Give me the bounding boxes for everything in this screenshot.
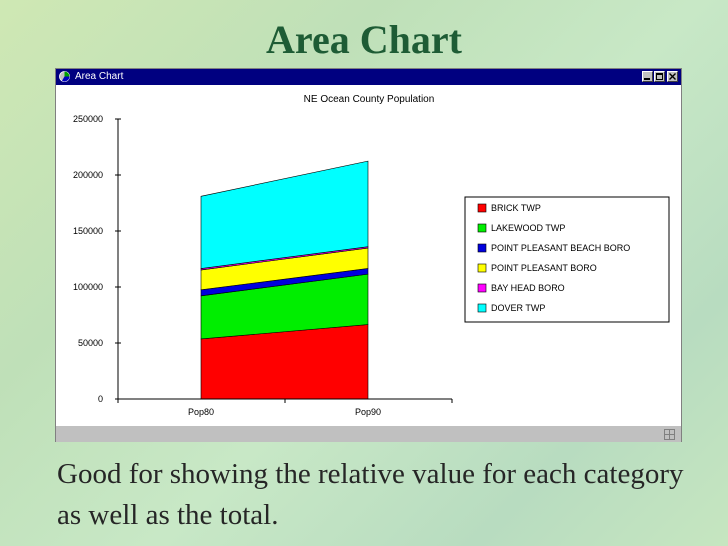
legend-box — [464, 196, 670, 323]
minimize-button[interactable] — [642, 71, 653, 82]
legend-label: POINT PLEASANT BEACH BORO — [491, 243, 630, 253]
y-tick-label: 200000 — [73, 170, 103, 180]
resize-grip-icon[interactable] — [664, 429, 675, 440]
legend-swatch — [477, 203, 487, 213]
legend-swatch — [477, 283, 487, 293]
x-tick-label: Pop80 — [188, 407, 214, 417]
legend-swatch — [477, 223, 487, 233]
legend-label: BAY HEAD BORO — [491, 283, 565, 293]
slide-caption: Good for showing the relative value for … — [57, 458, 684, 531]
x-tick-label: Pop90 — [355, 407, 381, 417]
y-tick-label: 100000 — [73, 282, 103, 292]
close-icon — [669, 73, 676, 80]
maximize-icon — [656, 73, 663, 80]
minimize-icon — [644, 78, 650, 80]
maximize-button[interactable] — [654, 71, 665, 82]
slide-title: Area Chart — [266, 17, 462, 62]
close-button[interactable] — [667, 71, 678, 82]
chart-window: Area Chart NE Ocean County Population 25… — [55, 68, 682, 442]
legend-label: BRICK TWP — [491, 203, 541, 213]
area-chart: NE Ocean County Population 250000 200000 1… — [73, 94, 670, 417]
legend-label: POINT PLEASANT BORO — [491, 263, 597, 273]
legend-label: DOVER TWP — [491, 303, 545, 313]
y-tick-label: 150000 — [73, 226, 103, 236]
legend-label: LAKEWOOD TWP — [491, 223, 565, 233]
legend-swatch — [477, 303, 487, 313]
window-titlebar[interactable]: Area Chart — [56, 69, 681, 85]
chart-app-icon — [59, 71, 70, 82]
legend-swatch — [477, 263, 487, 273]
y-tick-label: 50000 — [78, 338, 103, 348]
chart-title: NE Ocean County Population — [304, 94, 435, 105]
plot-area: 250000 200000 150000 100000 50000 0 Pop80 Pop90 — [73, 114, 453, 417]
y-tick-label: 0 — [98, 394, 103, 404]
legend: BRICK TWP LAKEWOOD TWP POINT PLEASANT BEAC… — [464, 196, 670, 323]
legend-swatch — [477, 243, 487, 253]
y-tick-label: 250000 — [73, 114, 103, 124]
area-series-5 — [200, 160, 369, 269]
status-bar — [56, 425, 681, 442]
window-title: Area Chart — [75, 71, 124, 82]
